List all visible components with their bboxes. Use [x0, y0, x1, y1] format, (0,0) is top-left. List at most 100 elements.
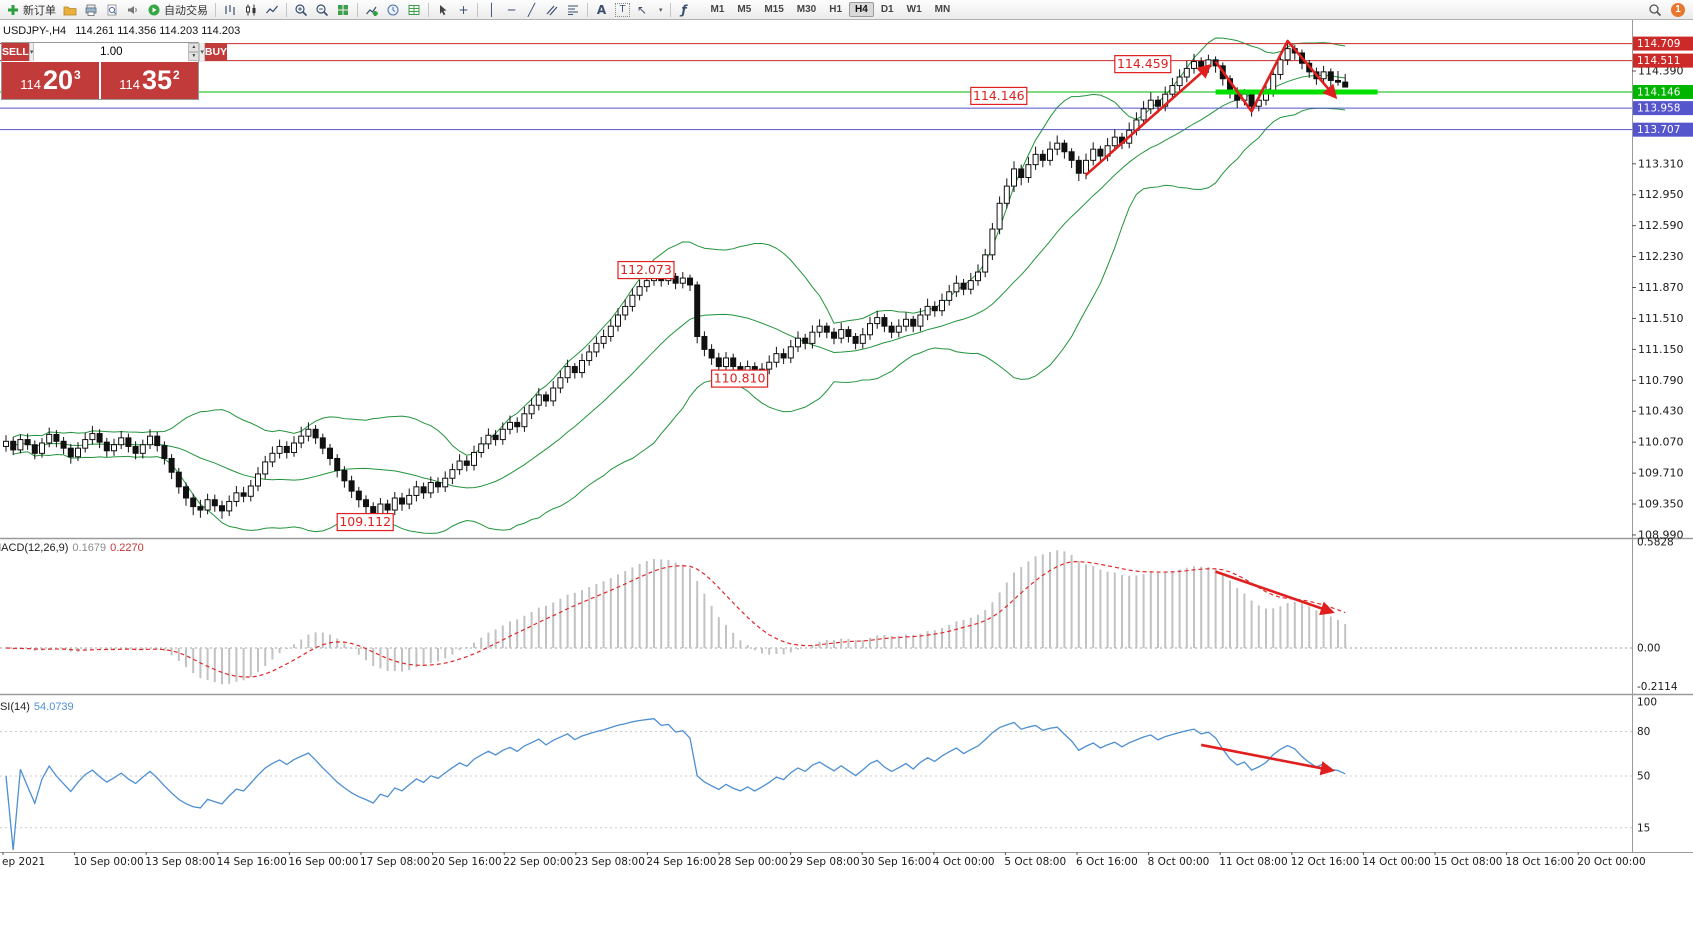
period-converter-button[interactable]: [383, 1, 403, 19]
rsi-value: 54.0739: [33, 701, 74, 713]
time-tick-label: 12 Oct 16:00: [1291, 856, 1359, 868]
candle-body: [629, 294, 636, 307]
volume-decrease-button[interactable]: ▼: [188, 52, 200, 61]
timeframe-button-m1[interactable]: M1: [710, 4, 725, 15]
candlestick-type-button[interactable]: [241, 1, 261, 19]
fibonacci-button[interactable]: [563, 1, 583, 19]
candle-body: [679, 277, 686, 284]
candle-body: [1320, 71, 1327, 80]
candle-body: [787, 346, 794, 359]
profiles-button[interactable]: [60, 1, 80, 19]
trend-arrow-rsi[interactable]: [1200, 743, 1336, 776]
preview-icon: [107, 4, 117, 15]
annotation-price-label-box[interactable]: [970, 86, 1028, 106]
candle-body: [276, 445, 283, 454]
price-tick-label: 111.510: [1638, 312, 1684, 325]
print-button[interactable]: [81, 1, 101, 19]
new-chart-button[interactable]: [362, 1, 382, 19]
candle-body: [838, 329, 845, 339]
print-preview-button[interactable]: [102, 1, 122, 19]
bar-chart-type-button[interactable]: [220, 1, 240, 19]
tile-windows-button[interactable]: [333, 1, 353, 19]
buy-button[interactable]: BUY: [204, 43, 228, 61]
annotation-price-label-box[interactable]: [1114, 55, 1172, 74]
trend-arrow-main[interactable]: [1214, 39, 1338, 113]
candle-body: [82, 439, 89, 449]
volume-input[interactable]: [34, 43, 189, 61]
candle-body: [219, 505, 225, 512]
timeframe-button-h4[interactable]: H4: [849, 2, 874, 17]
candle-body: [996, 202, 1003, 230]
horizontal-line-button[interactable]: ─: [507, 2, 516, 17]
candle-body: [816, 325, 823, 333]
annotation-price-label-box[interactable]: [710, 369, 769, 388]
toolbar-separator: [215, 2, 216, 17]
trend-arrow-macd[interactable]: [1215, 570, 1335, 616]
annotation-price-label-box[interactable]: [617, 260, 675, 280]
candle-body: [845, 329, 852, 337]
notification-badge[interactable]: 1: [1671, 2, 1685, 17]
timeframe-button-w1[interactable]: W1: [906, 4, 922, 15]
text-label-button[interactable]: T: [612, 1, 633, 19]
candle-body: [859, 334, 866, 344]
sell-button[interactable]: SELL: [2, 43, 29, 61]
candle-body: [795, 337, 801, 348]
cursor-button[interactable]: [433, 1, 453, 19]
candle-body: [723, 357, 729, 368]
new-order-button[interactable]: 新订单: [3, 1, 59, 19]
crosshair-button[interactable]: +: [458, 2, 469, 17]
candle-body: [535, 394, 542, 406]
timeframe-button-m30[interactable]: M30: [796, 4, 817, 15]
annotation-price-label-text: 110.810: [714, 371, 766, 386]
sell-options-caret[interactable]: ▾: [28, 43, 35, 61]
volume-increase-button[interactable]: ▲: [188, 43, 200, 52]
buy-options-caret[interactable]: ▾: [199, 43, 205, 61]
time-tick-label: 15 Oct 08:00: [1434, 856, 1502, 868]
price-tick-label: 114.390: [1638, 65, 1684, 78]
chart-symbol-label: USDJPY-,H4 114.261 114.356 114.203 114.2…: [3, 25, 240, 37]
timeframe-button-m5[interactable]: M5: [737, 4, 752, 15]
candle-body: [507, 421, 513, 430]
line-chart-type-button[interactable]: [262, 1, 282, 19]
data-table-icon: [408, 4, 420, 15]
price-tag: [1633, 84, 1693, 99]
chart-region[interactable]: 114.390 113.310 112.950 112.590 112.230 111.8…: [0, 20, 1693, 942]
candle-body: [967, 280, 974, 290]
arrows-tool-button[interactable]: ↖ ▾: [634, 1, 666, 19]
price-tick-label: 112.230: [1638, 250, 1684, 263]
zoom-out-button[interactable]: [312, 1, 332, 19]
new-order-label: 新订单: [23, 4, 56, 17]
chart-canvas[interactable]: 114.390 113.310 112.950 112.590 112.230 111.8…: [0, 20, 1693, 942]
candle-body: [89, 433, 96, 441]
data-window-button[interactable]: [404, 1, 424, 19]
candle-body: [449, 469, 456, 479]
timeframe-button-mn[interactable]: MN: [934, 4, 951, 15]
time-tick-label: 29 Sep 08:00: [790, 856, 860, 868]
vertical-line-button[interactable]: │: [487, 2, 496, 17]
timeframe-button-m15[interactable]: M15: [764, 4, 784, 15]
time-tick-label: 17 Sep 08:00: [360, 856, 430, 868]
zoom-in-button[interactable]: [291, 1, 311, 19]
auto-trading-button[interactable]: 自动交易: [144, 1, 211, 19]
price-tick-label: 110.790: [1638, 374, 1684, 387]
sell-price-button[interactable]: 114 20 3: [2, 62, 99, 99]
trend-arrow-main[interactable]: [1085, 63, 1212, 176]
candle-body: [147, 435, 153, 446]
sound-alert-button[interactable]: [123, 1, 143, 19]
search-button[interactable]: [1645, 1, 1665, 19]
rsi-axis-label: 100: [1637, 697, 1657, 709]
trendline-button[interactable]: ╱: [527, 2, 536, 17]
toolbar-separator: [428, 2, 429, 17]
auto-trading-label: 自动交易: [164, 4, 208, 17]
candle-body: [118, 437, 125, 446]
annotation-price-label-box[interactable]: [336, 512, 394, 532]
candle-body: [10, 440, 17, 451]
indicators-button[interactable]: ƒ: [681, 2, 687, 17]
candle-body: [672, 275, 679, 284]
buy-price-button[interactable]: 114 35 2: [101, 62, 198, 99]
text-tool-button[interactable]: A: [596, 2, 607, 17]
timeframe-button-h1[interactable]: H1: [829, 4, 843, 15]
equidistant-channel-button[interactable]: [542, 1, 562, 19]
timeframe-button-d1[interactable]: D1: [880, 4, 894, 15]
candle-body: [132, 445, 139, 454]
